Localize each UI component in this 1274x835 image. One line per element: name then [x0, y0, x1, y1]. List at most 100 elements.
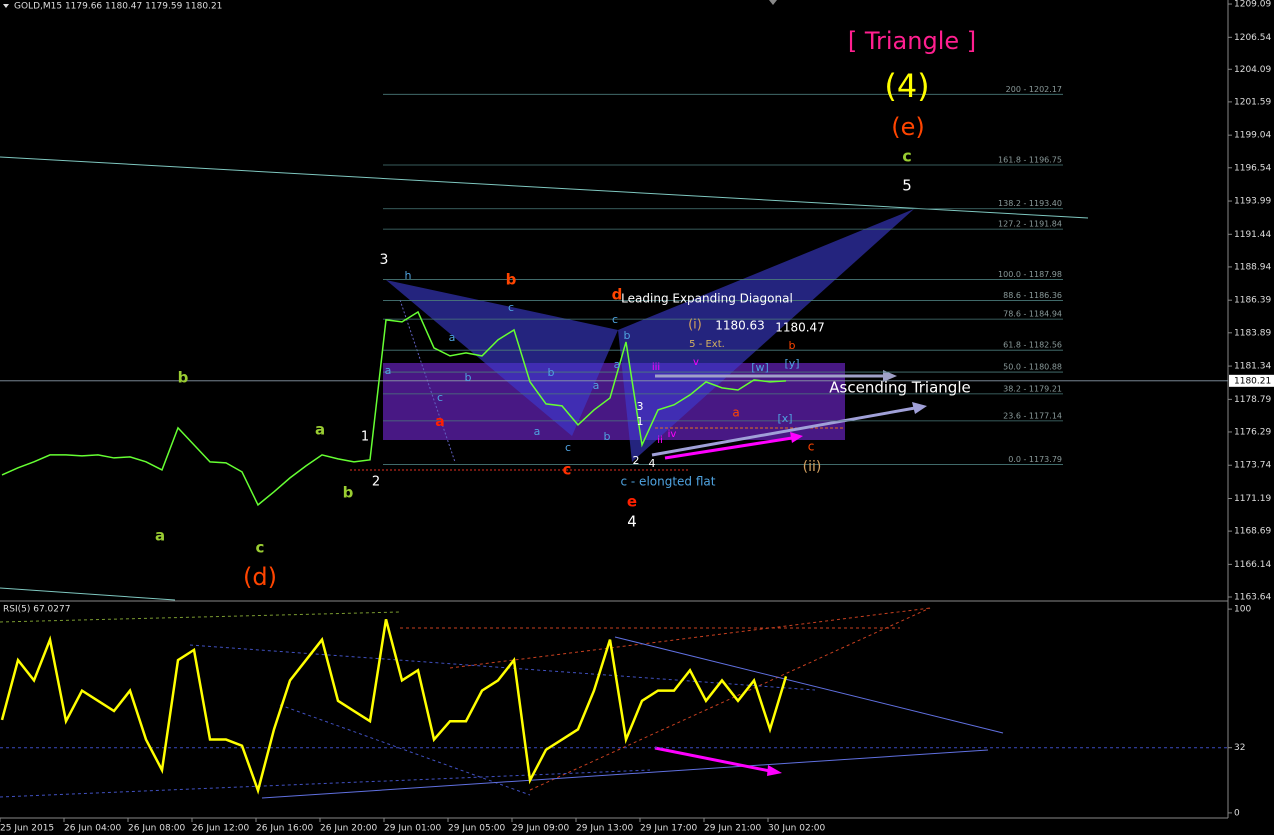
- y-tick-label: 1193.99: [1234, 197, 1271, 207]
- wave-label: e: [627, 493, 637, 511]
- y-tick-label: 1206.54: [1234, 33, 1271, 43]
- arrow-head: [790, 432, 803, 443]
- trend-line: [0, 587, 176, 601]
- fib-label: 161.8 - 1196.75: [998, 156, 1062, 165]
- wave-label: b: [604, 430, 611, 443]
- symbol-menu-icon[interactable]: [3, 4, 9, 8]
- x-tick-label: 25 Jun 2015: [0, 824, 54, 834]
- x-tick-label: 26 Jun 16:00: [256, 824, 313, 834]
- wave-label: c: [565, 441, 571, 454]
- wave-label: Ascending Triangle: [829, 379, 970, 397]
- shift-marker: [769, 0, 777, 5]
- y-tick-label: 1183.89: [1234, 328, 1271, 338]
- wave-label: c: [508, 301, 514, 314]
- fib-label: 78.6 - 1184.94: [1003, 310, 1062, 319]
- wave-label: 1: [361, 430, 369, 445]
- rsi-trend: [279, 704, 531, 796]
- wave-label: 1: [637, 415, 644, 428]
- fib-label: 0.0 - 1173.79: [1008, 455, 1062, 464]
- bid-box: [1229, 374, 1274, 387]
- trend-line: [0, 156, 1089, 219]
- fib-label: 38.2 - 1179.21: [1003, 384, 1062, 393]
- wave-label: a: [315, 421, 325, 439]
- y-tick-label: 1191.44: [1234, 230, 1271, 240]
- x-tick-label: 29 Jun 09:00: [512, 824, 569, 834]
- wave-label: a: [449, 331, 456, 344]
- wave-label: b: [548, 366, 555, 379]
- rsi-channel: [0, 611, 401, 623]
- arrow: [654, 746, 771, 773]
- wave-label: a: [435, 414, 444, 430]
- y-tick-label: 1168.69: [1234, 527, 1271, 537]
- fib-label: 23.6 - 1177.14: [1003, 411, 1062, 420]
- wave-label: c: [256, 539, 265, 557]
- arrow: [651, 406, 916, 457]
- fib-label: 88.6 - 1186.36: [1003, 291, 1062, 300]
- wave-label: a: [732, 406, 739, 420]
- x-tick-label: 29 Jun 01:00: [384, 824, 441, 834]
- fib-label: 61.8 - 1182.56: [1003, 341, 1062, 350]
- arrow: [664, 436, 793, 460]
- wave-label: iv: [668, 429, 677, 440]
- wave-label: 2: [372, 475, 380, 490]
- wave-label: [y]: [784, 357, 799, 370]
- y-tick-label: 1163.64: [1234, 592, 1271, 602]
- wave-label: a: [155, 527, 165, 545]
- wave-label: a: [614, 358, 621, 371]
- y-tick-label: 1166.14: [1234, 560, 1271, 570]
- arrow-head: [883, 370, 897, 382]
- wave-label: iii: [652, 362, 660, 373]
- x-tick-label: 26 Jun 20:00: [320, 824, 377, 834]
- y-tick-label: 1171.19: [1234, 494, 1271, 504]
- y-tick-label: 1181.34: [1234, 362, 1271, 372]
- y-tick-label: 32: [1234, 743, 1245, 753]
- wave-label: a: [385, 364, 392, 377]
- x-tick-label: 29 Jun 05:00: [448, 824, 505, 834]
- rsi-trend: [189, 644, 816, 691]
- y-tick-label: 1199.04: [1234, 131, 1271, 141]
- wave-label: (ii): [803, 459, 822, 475]
- y-tick-label: 1173.74: [1234, 461, 1271, 471]
- wave-label: 5 - Ext.: [689, 339, 725, 350]
- wave-label: c: [902, 147, 911, 166]
- rsi-channel: [449, 607, 931, 669]
- wave-label: c: [612, 313, 618, 326]
- price-line: [1, 310, 787, 507]
- arrow-head: [912, 402, 927, 414]
- rsi-trend: [614, 636, 1004, 734]
- fib-label: 200 - 1202.17: [1006, 85, 1062, 94]
- arrow-head: [767, 765, 782, 776]
- wave-label: 3: [637, 400, 644, 413]
- wave-label: c: [437, 391, 443, 404]
- x-tick-label: 29 Jun 21:00: [704, 824, 761, 834]
- wave-label: b: [624, 329, 631, 342]
- y-tick-label: 0: [1234, 808, 1240, 818]
- wave-label: b: [178, 369, 189, 387]
- rsi-line: [0, 618, 788, 795]
- wave-label: 1180.47: [775, 321, 825, 335]
- wave-label: (e): [891, 113, 925, 141]
- x-tick-label: 26 Jun 04:00: [64, 824, 121, 834]
- wave-label: b: [465, 371, 472, 384]
- y-tick-label: 1209.09: [1234, 0, 1271, 10]
- wave-label: 5: [902, 177, 912, 195]
- wave-label: c: [563, 461, 572, 479]
- x-tick-label: 29 Jun 17:00: [640, 824, 697, 834]
- wave-label: 4: [649, 457, 656, 470]
- y-tick-label: 1201.59: [1234, 97, 1271, 107]
- wave-label: (d): [243, 563, 277, 591]
- wave-label: (4): [884, 67, 929, 105]
- x-tick-label: 29 Jun 13:00: [576, 824, 633, 834]
- rsi-trend: [261, 749, 989, 799]
- wave-label: [x]: [777, 412, 792, 425]
- wave-label: a: [534, 425, 541, 438]
- rsi-trend: [0, 769, 651, 798]
- fib-label: 100.0 - 1187.98: [998, 270, 1062, 279]
- wave-label: v: [693, 357, 699, 368]
- x-tick-label: 30 Jun 02:00: [768, 824, 825, 834]
- wave-label: c: [808, 440, 815, 454]
- bid-label: 1180.21: [1234, 376, 1271, 386]
- y-tick-label: 1178.79: [1234, 395, 1271, 405]
